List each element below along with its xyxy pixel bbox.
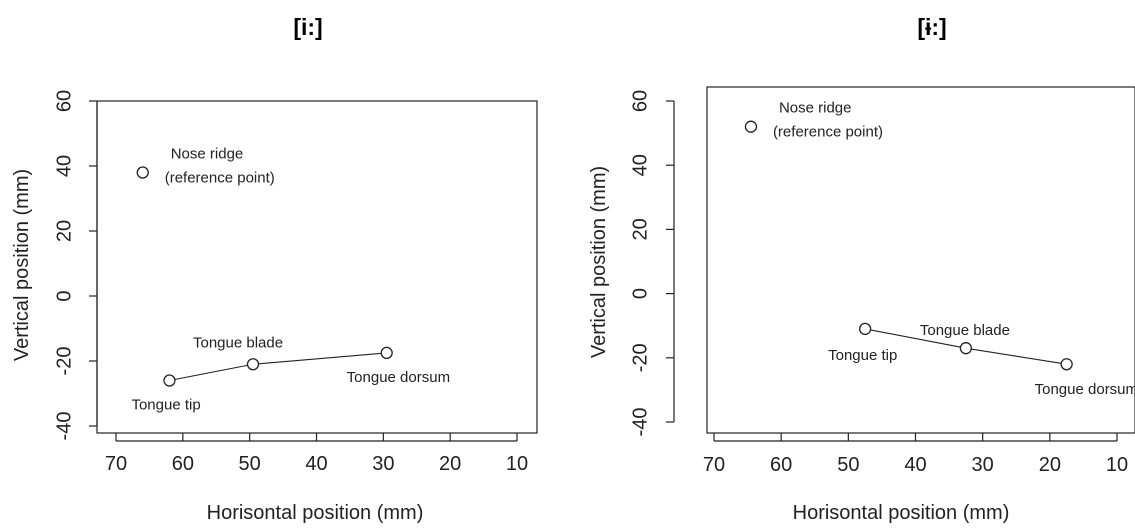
y-tick-label: -20 — [629, 343, 651, 372]
nose-ridge-point — [744, 120, 758, 133]
nose-ridge-sublabel: (reference point) — [773, 124, 883, 141]
y-axis-label: Vertical position (mm) — [11, 169, 33, 361]
x-tick-label: 70 — [105, 453, 127, 475]
x-tick-label: 30 — [372, 453, 394, 475]
y-tick-label: 60 — [629, 90, 651, 112]
tongue-blade-point — [959, 342, 973, 355]
tongue-dorsum-point — [380, 346, 393, 360]
y-tick-label: -40 — [53, 412, 75, 441]
x-axis-label: Horisontal position (mm) — [793, 502, 1010, 524]
y-tick-label: 0 — [53, 290, 75, 301]
x-tick-label: 40 — [305, 453, 327, 475]
tongue-blade-label: Tongue blade — [920, 322, 1010, 339]
tongue-tip-label: Tongue tip — [131, 397, 200, 414]
y-tick-label: 20 — [53, 220, 75, 242]
x-tick-label: 30 — [972, 454, 994, 476]
nose-ridge-point — [136, 166, 149, 179]
y-axis-label: Vertical position (mm) — [588, 166, 610, 358]
tongue-blade-point — [246, 358, 260, 371]
tongue-blade-label: Tongue blade — [193, 334, 283, 351]
nose-ridge-label: Nose ridge — [171, 146, 244, 163]
tongue-dorsum-point — [1060, 358, 1073, 371]
chart-plot-i: 70 60 50 40 30 20 10 -40 -20 0 20 40 60 Horisontal po… — [11, 90, 538, 524]
chart-title: [i:] — [293, 14, 323, 40]
y-tick-label: 40 — [53, 155, 75, 177]
plot-frame — [706, 86, 1135, 434]
y-tick-label: -20 — [53, 347, 75, 376]
x-tick-label: 10 — [1106, 454, 1128, 476]
y-tick-label: 0 — [629, 288, 651, 299]
tongue-tip-point — [163, 374, 176, 387]
x-tick-label: 20 — [439, 453, 461, 475]
x-tick-label: 50 — [837, 454, 859, 476]
x-tick-label: 10 — [506, 453, 528, 475]
x-tick-label: 60 — [172, 453, 194, 475]
tongue-dorsum-label: Tongue dorsum — [347, 369, 450, 386]
y-tick-label: 40 — [629, 154, 651, 176]
x-tick-label: 20 — [1039, 454, 1061, 476]
x-tick-label: 40 — [904, 454, 926, 476]
chart-plot-i-bar: 70 60 50 40 30 20 10 -40 -20 0 20 40 60 Horisontal po… — [588, 86, 1135, 524]
nose-ridge-sublabel: (reference point) — [165, 170, 275, 187]
tongue-dorsum-label: Tongue dorsum — [1035, 381, 1135, 398]
nose-ridge-label: Nose ridge — [779, 100, 852, 117]
chart-panel-i: [i:] 70 60 50 40 30 20 10 -40 -20 0 20 40 60 Horisont… — [0, 0, 565, 529]
tongue-tip-point — [858, 322, 872, 336]
plot-frame — [96, 100, 538, 434]
x-tick-label: 60 — [770, 454, 792, 476]
y-tick-label: 60 — [53, 90, 75, 112]
y-tick-label: -40 — [629, 408, 651, 437]
chart-panel-i-bar: [ɨ:] 70 60 50 40 30 20 10 -40 -20 0 20 40 60 Horisont… — [565, 0, 1135, 529]
tongue-tip-label: Tongue tip — [828, 347, 897, 364]
x-tick-label: 50 — [239, 453, 261, 475]
x-axis-label: Horisontal position (mm) — [207, 502, 424, 524]
y-tick-label: 20 — [629, 218, 651, 240]
x-tick-label: 70 — [703, 454, 725, 476]
chart-title: [ɨ:] — [917, 14, 947, 40]
